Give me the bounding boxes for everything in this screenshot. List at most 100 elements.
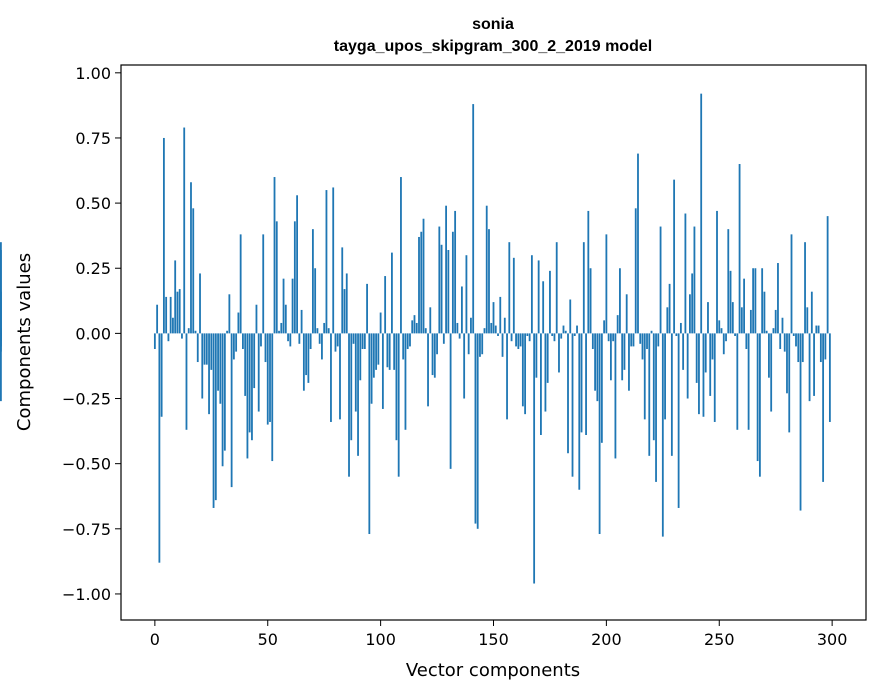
bar-125 [436,333,438,355]
bar-182 [564,330,567,334]
bar-148 [488,229,490,334]
bar-137 [463,333,466,399]
bar-97 [372,333,375,378]
bar-60 [289,333,292,347]
bar-7 [169,296,172,334]
bar-145 [481,333,484,355]
bar-243 [702,333,705,417]
bar-76 [325,190,328,334]
bar-201 [607,333,610,342]
bar-198 [600,333,603,443]
bar-262 [745,333,748,350]
bar-295 [819,333,822,363]
bar-120 [424,328,427,334]
bar-163 [521,333,524,407]
bar-71 [314,268,317,334]
bar-32 [226,330,229,334]
bar-15 [187,328,190,334]
bar-107 [395,333,398,441]
bar-275 [774,309,777,334]
bar-176 [551,333,554,336]
bar-5 [165,296,168,334]
bar-100 [379,312,382,334]
bar-17 [192,208,195,334]
bar-151 [494,325,497,334]
bar-209 [625,294,628,334]
y-tick-label-0: −1.00 [62,585,111,604]
x-axis-ticks: 0 50 100 150 200 250 300 [150,620,847,649]
bar-3 [160,333,163,417]
bar-61 [291,278,294,334]
bar-158 [510,333,513,342]
bar-220 [650,330,653,334]
bar-297 [824,333,827,360]
bar-78 [330,333,332,422]
bar-212 [632,333,635,347]
bar-205 [616,315,619,334]
bar-217 [643,333,646,420]
bar-287 [801,333,804,363]
y-tick-label-1: −0.75 [62,520,111,539]
bar-124 [433,333,436,378]
bar-54 [275,221,278,334]
bar-175 [549,270,551,334]
bar-236 [686,333,689,399]
bar-104 [388,333,391,370]
bar-94 [366,283,368,334]
bar-224 [659,226,662,334]
bar-225 [661,333,664,537]
bar-10 [176,291,179,334]
bar-239 [693,226,696,334]
bar-183 [567,333,569,454]
bar-281 [788,333,791,433]
bar-40 [244,333,247,396]
bar-215 [639,333,642,344]
bar-103 [386,333,389,368]
bar-286 [799,333,802,511]
bar-296 [822,333,825,482]
bar-265 [752,268,755,334]
bar-298 [826,216,829,334]
bar-221 [652,333,655,441]
bar-227 [666,307,669,334]
bar-229 [670,333,673,456]
bar-186 [573,333,576,336]
bar-162 [519,333,522,347]
y-tick-label-2: −0.50 [62,455,111,474]
bar-28 [217,333,219,391]
bar-86 [348,333,350,477]
bar-147 [485,205,488,334]
x-axis-label: Vector components [406,660,580,681]
bar-189 [580,333,583,433]
bar-164 [524,333,527,415]
bar-276 [777,263,779,334]
bar-156 [506,333,508,420]
bar-308 [0,333,2,347]
chart-title-line-2: tayga_upos_skipgram_300_2_2019 model [334,38,652,55]
bar-21 [201,333,204,399]
bar-172 [542,281,545,334]
bar-219 [648,333,651,456]
bar-63 [296,195,298,334]
bar-253 [725,333,727,342]
bar-33 [228,294,231,334]
bar-146 [483,328,486,334]
bar-197 [598,333,601,535]
bar-288 [804,242,806,334]
bar-290 [808,333,811,402]
bar-83 [341,247,344,334]
bar-293 [815,325,818,334]
bar-179 [558,333,560,373]
bar-171 [540,333,542,435]
bar-88 [352,333,355,344]
bar-230 [673,179,676,334]
bar-180 [560,333,563,339]
bar-23 [205,333,208,365]
bar-131 [449,333,452,469]
bar-75 [323,322,326,334]
bar-216 [641,333,644,360]
y-tick-label-3: −0.25 [62,390,111,409]
bar-134 [456,322,459,334]
bar-36 [235,333,238,352]
bar-109 [400,177,402,334]
